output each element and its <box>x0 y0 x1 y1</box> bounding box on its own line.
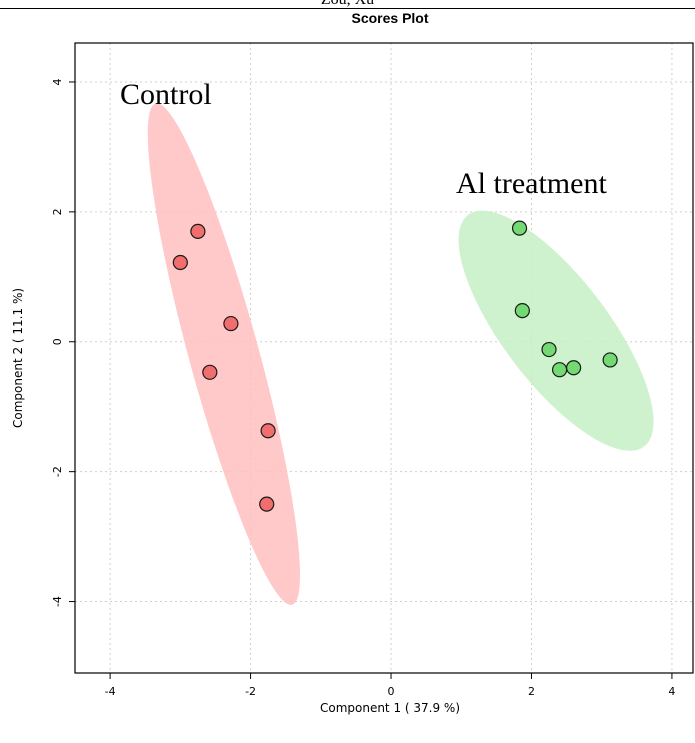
data-point-al-treatment <box>541 341 557 358</box>
confidence-ellipse-control <box>147 103 300 605</box>
data-point-control <box>223 315 239 332</box>
data-point-control <box>260 423 276 439</box>
x-tick-label: 4 <box>668 685 675 698</box>
y-tick-label: -4 <box>51 596 64 607</box>
series-label-control: Control <box>120 78 212 111</box>
x-tick-label: 0 <box>388 685 395 698</box>
top-rule <box>0 8 695 9</box>
plot-frame <box>74 42 694 674</box>
x-tick-label: 2 <box>528 685 535 698</box>
point-layer <box>172 220 618 512</box>
chart-title: Scores Plot <box>351 10 428 26</box>
x-tick-label: -4 <box>105 685 116 698</box>
y-axis-label: Component 2 ( 11.1 %) <box>11 288 25 428</box>
ellipse-layer <box>147 103 654 605</box>
data-point-al-treatment <box>551 362 568 378</box>
data-point-al-treatment <box>602 352 618 368</box>
data-point-control <box>172 254 188 271</box>
data-point-control <box>202 364 218 380</box>
series-label-al-treatment: Al treatment <box>456 167 607 200</box>
data-point-control <box>190 223 206 239</box>
clipped-header-text: Zou, Xu <box>0 0 695 9</box>
data-point-al-treatment <box>566 360 582 376</box>
confidence-ellipse-al-treatment <box>458 210 654 451</box>
x-tick-label: -2 <box>245 685 256 698</box>
data-point-al-treatment <box>514 302 530 319</box>
x-axis-label: Component 1 ( 37.9 %) <box>320 701 460 715</box>
data-point-al-treatment <box>511 220 528 236</box>
data-point-control <box>259 496 275 512</box>
axis-layer: -4 -2 0 2 4 -4 -2 0 2 4 <box>51 78 675 698</box>
y-tick-label: 4 <box>51 78 64 85</box>
y-tick-label: 2 <box>51 208 64 215</box>
y-tick-label: -2 <box>51 466 64 477</box>
y-tick-label: 0 <box>51 338 64 345</box>
